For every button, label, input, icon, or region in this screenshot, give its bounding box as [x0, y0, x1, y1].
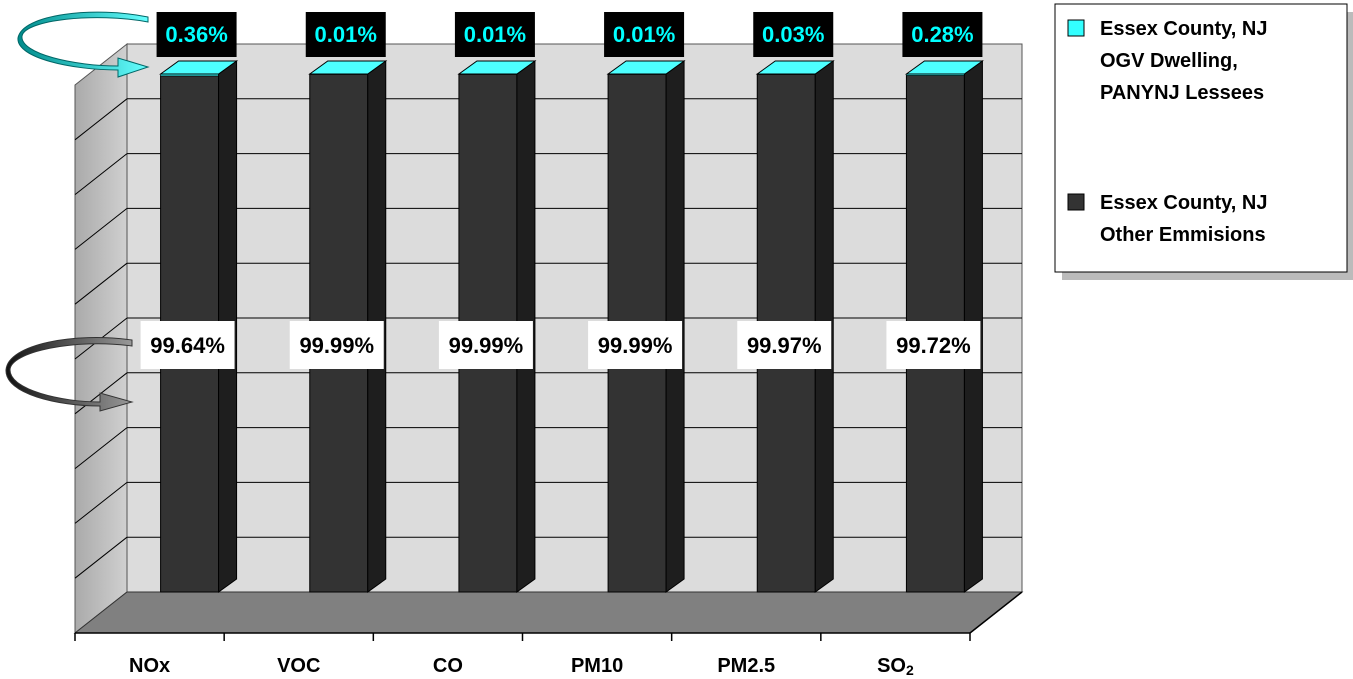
category-label-PM2.5: PM2.5 [717, 655, 775, 677]
data-label-ogv: 0.03% [762, 22, 824, 47]
data-label-other: 99.99% [449, 333, 524, 358]
legend-swatch-dark [1067, 193, 1085, 211]
legend-series-1-line-2: OGV Dwelling, [1100, 50, 1238, 72]
data-label-ogv: 0.28% [911, 22, 973, 47]
gray-swoosh-arrow [5, 337, 134, 412]
side-gridline [74, 208, 128, 250]
plot-walls [73, 42, 1024, 635]
category-label-SO2: SO2 [877, 655, 914, 678]
floor-right-edge [969, 591, 1023, 634]
data-label-ogv: 0.01% [464, 22, 526, 47]
data-label-other: 99.64% [150, 333, 225, 358]
bar-top-ogv [755, 60, 835, 75]
data-label-bg-other [737, 321, 832, 369]
data-label-other: 99.99% [598, 333, 673, 358]
data-label-ogv: 0.36% [165, 22, 227, 47]
legend-box [1054, 3, 1348, 273]
data-label-bg-ogv [305, 12, 386, 57]
floor [73, 591, 1024, 634]
data-label-bg-ogv [604, 12, 685, 57]
category-label-CO: CO [433, 655, 463, 677]
data-label-ogv: 0.01% [613, 22, 675, 47]
category-label-VOC: VOC [277, 655, 320, 677]
data-label-ogv: 0.01% [315, 22, 377, 47]
x-axis-ticks [74, 633, 971, 641]
data-label-bg-other [438, 321, 533, 369]
bar-top-ogv [606, 60, 686, 75]
data-label-bg-ogv [454, 12, 535, 57]
side-gridline [74, 536, 128, 579]
side-gridline [74, 262, 128, 305]
side-gridline [74, 482, 128, 524]
legend-series-1-line-3: PANYNJ Lessees [1100, 82, 1264, 104]
legend-label-series-1: Essex County, NJ OGV Dwelling, PANYNJ Le… [1100, 18, 1273, 104]
bar-top-ogv [308, 60, 388, 75]
data-label-other: 99.97% [747, 333, 822, 358]
side-gridline [74, 153, 128, 195]
cyan-swoosh-arrow [17, 11, 150, 78]
data-label-bg-ogv [902, 12, 983, 57]
bar-top-ogv [159, 60, 239, 75]
legend-series-1-line-1: Essex County, NJ [1100, 18, 1267, 40]
legend: Essex County, NJ OGV Dwelling, PANYNJ Le… [1054, 3, 1353, 280]
data-label-other: 99.99% [299, 333, 374, 358]
legend-swatch-cyan [1067, 19, 1085, 37]
category-label-PM10: PM10 [571, 655, 623, 677]
category-labels: NOx VOC CO PM10 PM2.5 SO2 [129, 655, 914, 678]
data-label-other: 99.72% [896, 333, 971, 358]
legend-label-series-2: Essex County, NJ Other Emmisions [1100, 192, 1273, 246]
bar-top-ogv [904, 60, 984, 75]
data-labels: 0.36% 99.64% 0.01% 99.99% 0.01% 99.99% 0.01% 99… [140, 12, 983, 369]
data-label-bg-other [588, 321, 683, 369]
data-label-bg-other [289, 321, 384, 369]
category-label-NOx: NOx [129, 655, 170, 677]
side-gridline [74, 427, 128, 469]
legend-series-2-line-1: Essex County, NJ [1100, 192, 1267, 214]
annotation-arrows [5, 11, 150, 412]
gridlines [74, 98, 1022, 579]
data-label-bg-other [886, 321, 981, 369]
data-label-bg-ogv [753, 12, 834, 57]
data-label-bg-ogv [156, 12, 237, 57]
data-label-bg-other [140, 321, 235, 369]
legend-series-2-line-2: Other Emmisions [1100, 224, 1266, 246]
bar-top-ogv [457, 60, 537, 75]
side-gridline [74, 98, 128, 141]
